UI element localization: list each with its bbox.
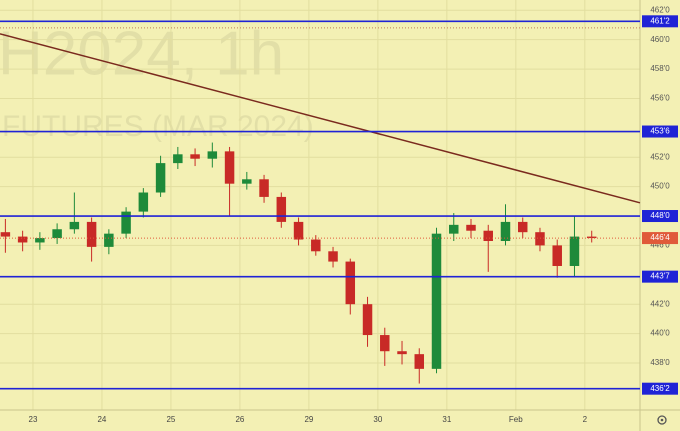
- candle-body: [414, 354, 425, 369]
- level-label: 448'0: [650, 211, 670, 220]
- x-tick-label: 25: [166, 415, 175, 424]
- candle-body: [52, 229, 62, 239]
- candle-body: [586, 236, 597, 239]
- candle-body: [431, 233, 442, 369]
- candle-body: [380, 335, 390, 352]
- candle-body: [362, 304, 373, 336]
- x-tick-label: 31: [442, 415, 451, 424]
- candle-body: [69, 221, 80, 230]
- y-tick-label: 456'0: [650, 94, 670, 103]
- candle-body: [276, 196, 287, 222]
- last-price-label: 446'4: [650, 233, 670, 242]
- level-label-box: [642, 125, 678, 138]
- candle-body: [449, 224, 459, 234]
- y-tick-label: 446'0: [650, 241, 670, 250]
- level-label: 453'6: [650, 127, 670, 136]
- level-label: 461'2: [650, 16, 670, 25]
- y-tick-label: 460'0: [650, 35, 670, 44]
- y-tick-label: 438'0: [650, 358, 670, 367]
- watermark-subtitle: FUTURES (MAR 2024): [2, 110, 314, 143]
- y-tick-label: 462'0: [650, 5, 670, 14]
- candle-body: [311, 239, 321, 252]
- candle-body: [173, 154, 183, 164]
- trend-line: [0, 33, 641, 204]
- candle-body: [397, 351, 407, 355]
- candle-body: [345, 261, 356, 305]
- y-tick-label: 458'0: [650, 64, 670, 73]
- candle-body: [138, 192, 149, 212]
- candle-body: [293, 221, 304, 240]
- x-tick-label: 29: [304, 415, 313, 424]
- y-tick-label: 452'0: [650, 152, 670, 161]
- candle-body: [224, 151, 235, 184]
- x-tick-label: Feb: [509, 415, 523, 424]
- level-label: 443'7: [650, 272, 670, 281]
- candle-body: [500, 221, 511, 242]
- candle-body: [328, 251, 338, 262]
- last-price-box: [642, 232, 678, 245]
- candle-body: [86, 221, 97, 247]
- level-label: 436'2: [650, 384, 670, 393]
- candle-body: [466, 224, 476, 231]
- x-tick-label: 23: [29, 415, 38, 424]
- candle-body: [104, 233, 114, 247]
- candle-body: [242, 179, 252, 184]
- y-tick-label: 442'0: [650, 299, 670, 308]
- x-tick-label: 2: [583, 415, 588, 424]
- candle-body: [259, 179, 269, 197]
- candle-body: [121, 211, 131, 234]
- watermark-title: H2024, 1h: [0, 19, 284, 88]
- level-label-box: [642, 270, 678, 283]
- settings-icon[interactable]: [657, 415, 667, 425]
- candle-body: [483, 230, 493, 242]
- candle-body: [535, 232, 545, 246]
- y-tick-label: 440'0: [650, 329, 670, 338]
- x-tick-label: 24: [97, 415, 106, 424]
- candle-body: [0, 232, 11, 237]
- candle-body: [517, 221, 528, 233]
- candle-body: [552, 245, 562, 266]
- level-label-box: [642, 210, 678, 223]
- x-tick-label: 30: [373, 415, 382, 424]
- candle-body: [155, 163, 166, 193]
- candle-body: [569, 236, 580, 266]
- candle-body: [207, 151, 218, 159]
- y-tick-label: 450'0: [650, 182, 670, 191]
- level-label-box: [642, 15, 678, 28]
- candle-body: [190, 154, 200, 159]
- level-label-box: [642, 382, 678, 395]
- x-tick-label: 26: [235, 415, 244, 424]
- candle-body: [17, 236, 28, 243]
- candle-body: [35, 238, 45, 243]
